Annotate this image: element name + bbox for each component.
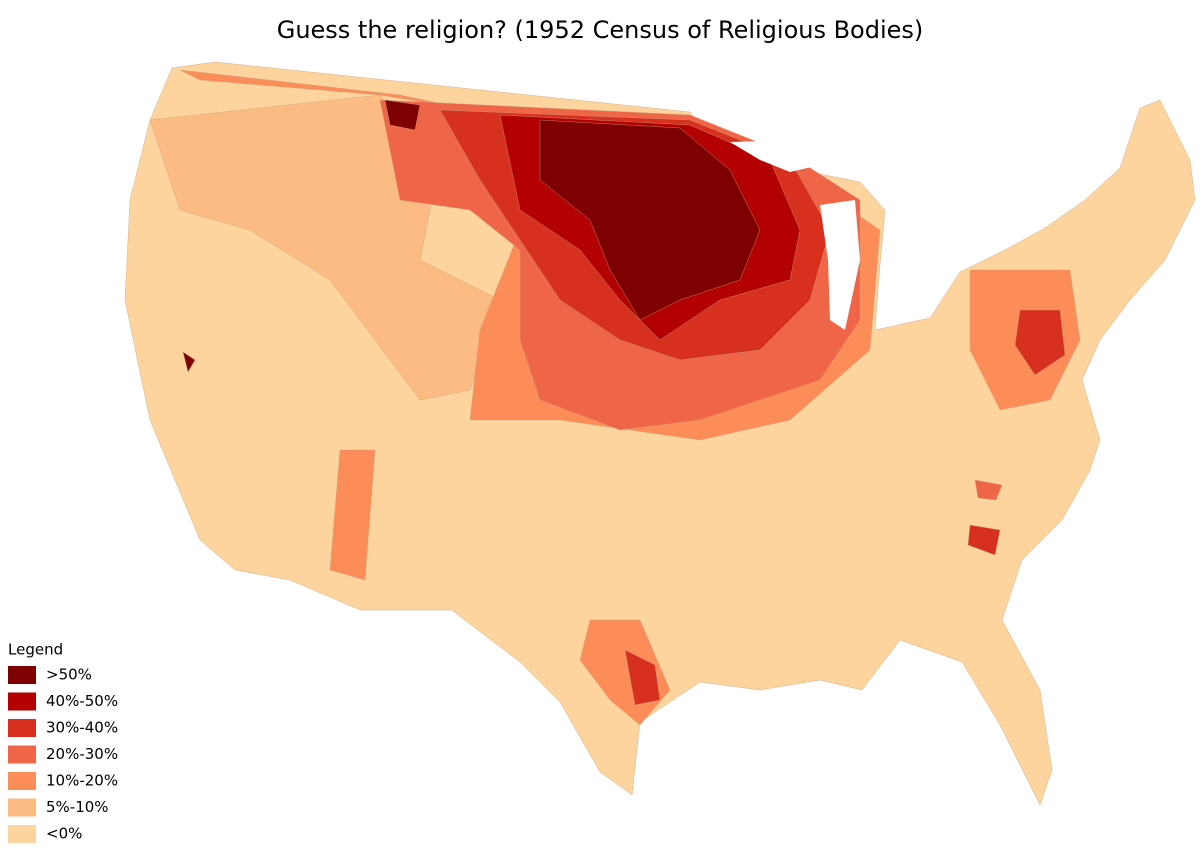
legend-title: Legend: [8, 641, 63, 659]
legend-label: 5%-10%: [46, 798, 109, 816]
legend-swatch: [8, 825, 36, 843]
legend-label: 20%-30%: [46, 745, 118, 763]
legend-label: <0%: [46, 825, 82, 843]
region: [539, 119, 761, 321]
region: [182, 351, 196, 373]
legend-label: 40%-50%: [46, 692, 118, 710]
legend-label: 30%-40%: [46, 719, 118, 737]
region: [974, 479, 1003, 501]
map-title: Guess the religion? (1952 Census of Reli…: [277, 16, 924, 44]
region: [1014, 309, 1066, 376]
region: [384, 99, 421, 131]
region: [967, 524, 1001, 556]
lake-superior: [730, 140, 820, 172]
regions: [124, 61, 1196, 806]
region: [624, 649, 661, 706]
legend-swatch: [8, 745, 36, 764]
legend-label: 10%-20%: [46, 772, 118, 790]
legend-swatch: [8, 772, 36, 790]
legend-swatch: [8, 692, 36, 711]
lake-michigan: [820, 200, 860, 330]
legend-label: >50%: [46, 666, 92, 684]
region: [329, 449, 376, 581]
legend-swatch: [8, 666, 36, 684]
legend-swatch: [8, 719, 36, 737]
legend: >50% 40%-50% 30%-40% 20%-30% 10%-20% 5%-10% <0…: [8, 666, 118, 843]
legend-swatch: [8, 798, 36, 817]
